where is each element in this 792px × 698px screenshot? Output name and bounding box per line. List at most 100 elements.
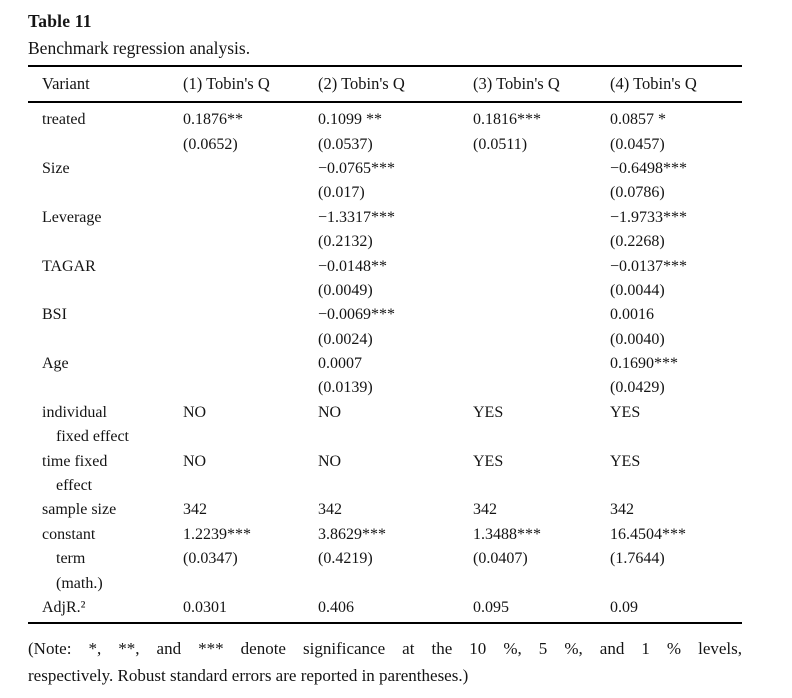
row-label — [28, 279, 183, 303]
cell-value — [183, 279, 318, 303]
cell-value: 342 — [183, 501, 207, 519]
cell-value: 0.1099 ** — [318, 111, 382, 129]
row-label: effect — [56, 477, 93, 495]
cell-value: NO — [183, 452, 207, 470]
row-label: BSI — [42, 306, 67, 324]
cell-value — [610, 425, 742, 449]
cell-value: 0.1690*** — [610, 355, 678, 373]
column-header: (1) Tobin's Q — [183, 74, 270, 93]
row-label: individual — [42, 403, 107, 421]
cell-value: −0.0137*** — [610, 257, 688, 275]
cell-value — [318, 425, 473, 449]
column-header: Variant — [42, 74, 90, 93]
cell-value — [473, 425, 610, 449]
regression-table: Variant (1) Tobin's Q (2) Tobin's Q (3) Tob… — [28, 65, 742, 625]
row-label — [28, 376, 183, 400]
cell-value: 0.09 — [610, 599, 638, 616]
cell-value: 0.1816*** — [473, 111, 541, 129]
cell-value: 342 — [318, 501, 342, 519]
cell-value — [183, 352, 318, 376]
cell-value — [473, 230, 610, 254]
cell-value: 0.0007 — [318, 355, 362, 373]
cell-value: −0.0148** — [318, 257, 388, 275]
row-label: Age — [42, 355, 69, 373]
cell-value: YES — [610, 452, 641, 470]
cell-value — [473, 254, 610, 278]
cell-value: −0.0069*** — [318, 306, 396, 324]
cell-value: −0.0765*** — [318, 159, 396, 177]
cell-value: 342 — [473, 501, 497, 519]
cell-value: YES — [473, 452, 504, 470]
cell-value — [318, 571, 473, 595]
row-label: constant — [42, 525, 96, 543]
cell-value — [183, 328, 318, 352]
column-header: (4) Tobin's Q — [610, 74, 697, 93]
cell-value — [183, 206, 318, 230]
row-label — [28, 328, 183, 352]
cell-value: (0.0786) — [610, 184, 665, 202]
cell-value — [473, 571, 610, 595]
cell-value: (0.0429) — [610, 379, 665, 397]
cell-value: (1.7644) — [610, 550, 665, 568]
cell-value: NO — [183, 403, 207, 421]
cell-value — [183, 425, 318, 449]
table-body: treated 0.1876** 0.1099 ** 0.1816*** 0.0857 … — [28, 103, 742, 622]
cell-value — [610, 571, 742, 595]
cell-value — [183, 474, 318, 498]
cell-value: (0.0457) — [610, 135, 665, 153]
cell-value: 0.0857 * — [610, 111, 666, 129]
cell-value — [473, 303, 610, 327]
cell-value: 1.2239*** — [183, 525, 251, 543]
table-top-rule — [28, 65, 742, 67]
cell-value — [183, 303, 318, 327]
cell-value — [183, 230, 318, 254]
cell-value — [473, 352, 610, 376]
row-label: AdjR.² — [42, 599, 86, 616]
cell-value — [473, 474, 610, 498]
row-label — [28, 181, 183, 205]
cell-value — [183, 157, 318, 181]
note-line-1: (Note: *, **, and *** denote significanc… — [28, 639, 742, 659]
cell-value: (0.0024) — [318, 330, 373, 348]
cell-value: 0.0301 — [183, 599, 227, 616]
row-label: fixed effect — [56, 428, 129, 446]
cell-value: (0.0511) — [473, 135, 528, 153]
table-bottom-rule — [28, 622, 742, 625]
cell-value: NO — [318, 403, 342, 421]
cell-value: −1.9733*** — [610, 208, 688, 226]
cell-value: 1.3488*** — [473, 525, 541, 543]
column-header: (3) Tobin's Q — [473, 74, 560, 93]
cell-value: 0.095 — [473, 599, 509, 616]
cell-value: 0.406 — [318, 599, 354, 616]
cell-value: YES — [610, 403, 641, 421]
row-label: (math.) — [56, 574, 103, 592]
cell-value: 342 — [610, 501, 634, 519]
row-label — [28, 132, 183, 156]
cell-value — [473, 206, 610, 230]
cell-value: (0.0652) — [183, 135, 238, 153]
cell-value: (0.0044) — [610, 281, 665, 299]
row-label: time fixed — [42, 452, 108, 470]
cell-value: (0.4219) — [318, 550, 373, 568]
table-caption: Benchmark regression analysis. — [28, 38, 251, 58]
cell-value: NO — [318, 452, 342, 470]
table-title: Table 11 — [28, 11, 92, 31]
cell-value: −0.6498*** — [610, 159, 688, 177]
cell-value — [473, 376, 610, 400]
note-line-2: respectively. Robust standard errors are… — [28, 666, 469, 686]
row-label: Leverage — [42, 208, 102, 226]
cell-value: (0.0049) — [318, 281, 373, 299]
table-header-rule — [28, 101, 742, 103]
cell-value: −1.3317*** — [318, 208, 396, 226]
cell-value: (0.0537) — [318, 135, 373, 153]
cell-value — [473, 157, 610, 181]
cell-value: (0.017) — [318, 184, 365, 202]
cell-value: (0.0040) — [610, 330, 665, 348]
row-label: term — [56, 550, 86, 568]
cell-value: 0.1876** — [183, 111, 243, 129]
table-note: (Note: *, **, and *** denote significanc… — [28, 635, 742, 689]
cell-value — [183, 376, 318, 400]
cell-value: 16.4504*** — [610, 525, 686, 543]
cell-value: YES — [473, 403, 504, 421]
